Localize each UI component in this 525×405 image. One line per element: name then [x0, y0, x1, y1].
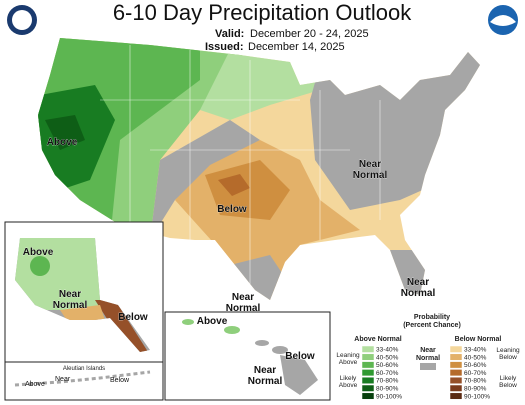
- legend-swatch: [361, 345, 375, 353]
- legend-label: 90-100%: [464, 393, 490, 400]
- hawaii-map: [182, 319, 318, 395]
- legend-note: Leaning Above: [336, 352, 360, 366]
- map-label: Above: [47, 137, 78, 148]
- legend-swatch: [449, 384, 463, 392]
- legend-note: Likely Above: [339, 375, 358, 389]
- map-label: Above: [23, 247, 54, 258]
- legend-title: Probability (Percent Chance): [403, 314, 461, 329]
- valid-label: Valid:: [215, 28, 244, 40]
- map-label: Near Normal: [401, 277, 436, 299]
- aleutian-inset: [4, 361, 164, 401]
- logos: [7, 5, 518, 35]
- title: 6-10 Day Precipitation Outlook: [113, 0, 412, 25]
- legend-label: 40-50%: [376, 354, 399, 361]
- map-label: Near Normal: [353, 159, 388, 181]
- map-label: Above: [25, 381, 45, 388]
- legend-note: Likely Below: [499, 375, 517, 389]
- map-label: Near: [55, 376, 71, 383]
- legend-label: 80-90%: [464, 386, 487, 393]
- map-label: Below: [118, 312, 148, 323]
- map-label: Below: [217, 204, 247, 215]
- legend-heading: Below Normal: [455, 336, 502, 343]
- map-label: Above: [197, 316, 228, 327]
- legend-label: 40-50%: [464, 354, 487, 361]
- legend-swatch: [449, 361, 463, 369]
- map-label: Near Normal: [248, 365, 283, 387]
- map-label: Below: [110, 377, 130, 384]
- legend-label: 70-80%: [464, 378, 487, 385]
- legend-swatch: [361, 353, 375, 361]
- legend-swatch: [361, 392, 375, 400]
- legend-label: 50-60%: [464, 362, 487, 369]
- legend-label: 80-90%: [376, 386, 399, 393]
- legend-heading: Near Normal: [416, 347, 440, 362]
- map-label: Near Normal: [53, 289, 88, 311]
- inset-title: Aleutian Islands: [63, 366, 105, 372]
- valid-dates: December 20 - 24, 2025: [250, 28, 369, 40]
- legend-swatch: [361, 369, 375, 377]
- map-label: Below: [285, 351, 315, 362]
- legend-label: 90-100%: [376, 393, 402, 400]
- aleutian-islands: [14, 370, 151, 387]
- alaska-map: [15, 238, 150, 352]
- legend-label: 60-70%: [376, 370, 399, 377]
- legend-heading: Above Normal: [354, 336, 402, 343]
- legend-label: 50-60%: [376, 362, 399, 369]
- legend: Probability (Percent Chance) Above Normal…: [336, 314, 520, 400]
- legend-swatch: [361, 384, 375, 392]
- issued-date: December 14, 2025: [248, 41, 345, 53]
- legend-swatch: [449, 345, 463, 353]
- legend-label: 70-80%: [376, 378, 399, 385]
- legend-swatch: [361, 376, 375, 384]
- legend-label: 33-40%: [464, 347, 487, 354]
- legend-label: 60-70%: [464, 370, 487, 377]
- issued-label: Issued:: [205, 41, 244, 53]
- legend-swatch: [449, 392, 463, 400]
- legend-swatch: [449, 353, 463, 361]
- legend-swatch: [361, 361, 375, 369]
- map-label: Near Normal: [226, 292, 261, 314]
- legend-note: Leaning Below: [496, 347, 520, 361]
- legend-swatch: [449, 376, 463, 384]
- legend-swatch: [449, 369, 463, 377]
- legend-swatch: [420, 363, 436, 370]
- legend-label: 33-40%: [376, 347, 399, 354]
